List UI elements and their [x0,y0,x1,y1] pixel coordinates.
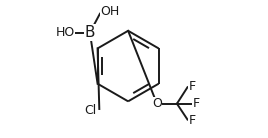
Text: O: O [152,97,162,110]
Text: F: F [189,79,196,93]
Text: OH: OH [100,6,120,18]
Text: F: F [193,97,200,110]
Text: HO: HO [55,26,75,39]
Text: Cl: Cl [84,104,96,117]
Text: F: F [189,114,196,127]
Text: B: B [85,25,95,40]
